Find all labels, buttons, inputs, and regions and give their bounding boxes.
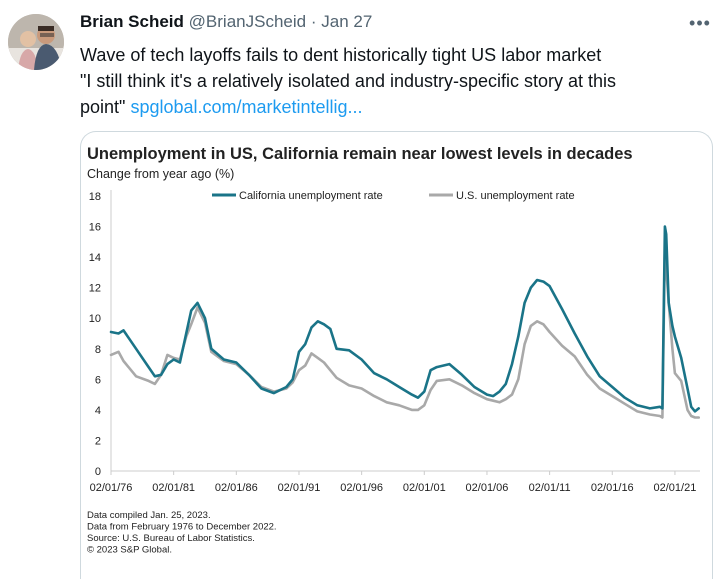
chart-note: © 2023 S&P Global. (87, 545, 172, 556)
y-tick-label: 6 (95, 374, 101, 386)
unemployment-chart: Unemployment in US, California remain ne… (87, 145, 700, 556)
chart-subtitle: Change from year ago (%) (87, 167, 234, 181)
x-tick-label: 02/01/21 (654, 482, 697, 494)
x-tick-label: 02/01/86 (215, 482, 258, 494)
tweet-date[interactable]: Jan 27 (321, 12, 373, 31)
x-tick-label: 02/01/06 (466, 482, 509, 494)
legend-label: U.S. unemployment rate (456, 190, 575, 202)
y-tick-label: 0 (95, 466, 101, 478)
y-tick-label: 8 (95, 344, 101, 356)
tweet-text-line: "I still think it's a relatively isolate… (80, 71, 617, 91)
more-horizontal-icon[interactable]: ••• (689, 13, 711, 33)
author-handle[interactable]: @BrianJScheid (188, 12, 307, 31)
tweet-text-quote-end: point" (80, 97, 131, 117)
tweet-text-line: Wave of tech layoffs fails to dent histo… (80, 45, 602, 65)
y-tick-label: 4 (95, 405, 101, 417)
y-tick-label: 12 (89, 283, 101, 295)
chart-note: Source: U.S. Bureau of Labor Statistics. (87, 533, 255, 544)
x-tick-label: 02/01/91 (278, 482, 321, 494)
x-tick-label: 02/01/16 (591, 482, 634, 494)
article-link[interactable]: spglobal.com/marketintellig... (130, 97, 363, 117)
x-tick-label: 02/01/96 (340, 482, 383, 494)
tweet-text-line: point" spglobal.com/marketintellig... (80, 94, 710, 120)
x-tick-label: 02/01/76 (90, 482, 133, 494)
chart-title: Unemployment in US, California remain ne… (87, 145, 633, 163)
tweet-text: Wave of tech layoffs fails to dent histo… (80, 42, 710, 120)
y-tick-label: 18 (89, 191, 101, 203)
y-tick-label: 10 (89, 313, 101, 325)
chart-note: Data from February 1976 to December 2022… (87, 522, 277, 533)
us-series-line (109, 245, 700, 419)
x-tick-label: 02/01/01 (403, 482, 446, 494)
x-tick-label: 02/01/81 (152, 482, 195, 494)
y-tick-label: 16 (89, 222, 101, 234)
y-tick-label: 2 (95, 435, 101, 447)
tweet-header: Brian Scheid @BrianJScheid · Jan 27 (80, 12, 372, 32)
chart-note: Data compiled Jan. 25, 2023. (87, 510, 211, 521)
california-series-line (109, 225, 700, 413)
chart-card[interactable]: Unemployment in US, California remain ne… (80, 131, 713, 579)
x-tick-label: 02/01/11 (529, 482, 571, 494)
separator-dot: · (310, 12, 317, 31)
author-name[interactable]: Brian Scheid (80, 12, 184, 31)
author-avatar[interactable] (8, 14, 64, 70)
legend-label: California unemployment rate (239, 190, 383, 202)
y-tick-label: 14 (89, 252, 101, 264)
